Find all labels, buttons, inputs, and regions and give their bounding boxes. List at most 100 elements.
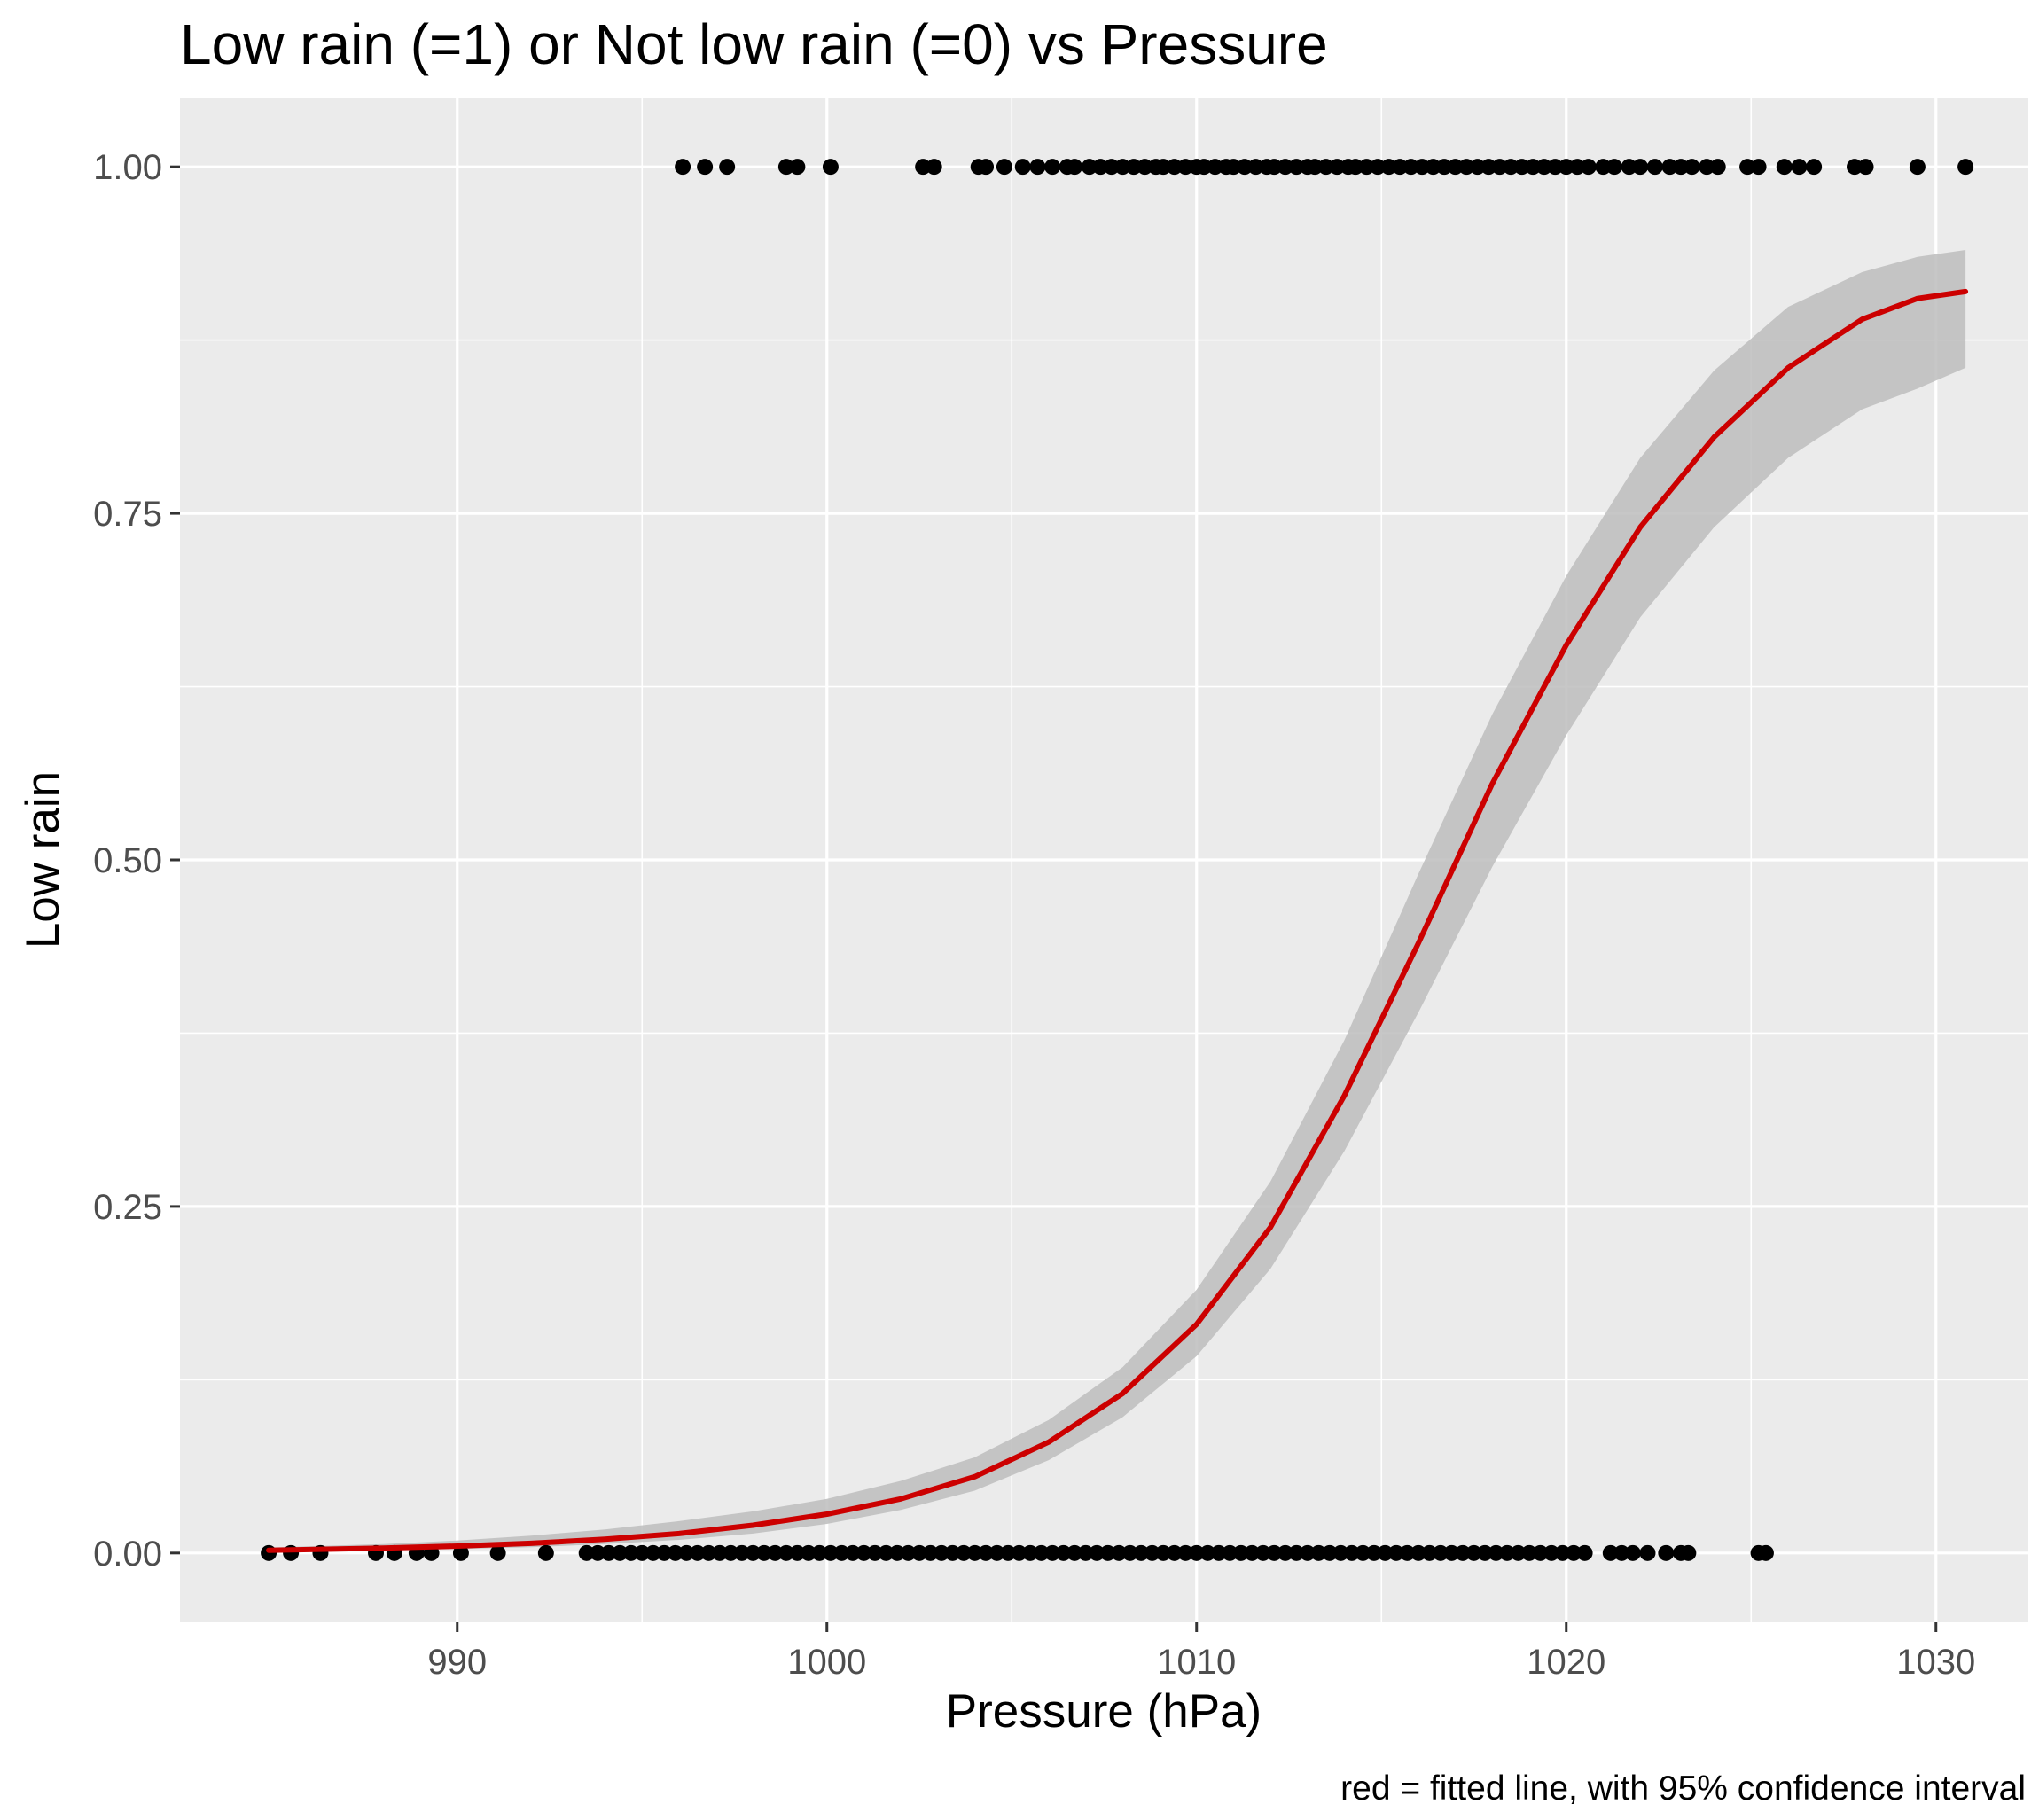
data-point-y0 [1232, 1544, 1249, 1561]
data-point-y1 [1014, 159, 1031, 176]
data-point-y0 [1254, 1544, 1271, 1561]
data-point-y1 [1847, 159, 1863, 176]
data-point-y0 [667, 1544, 684, 1561]
data-point-y1 [1957, 159, 1974, 176]
x-tick-label: 1010 [1157, 1643, 1236, 1682]
x-tick-label: 1020 [1527, 1643, 1605, 1682]
data-point-y0 [900, 1544, 917, 1561]
y-tick-label: 0.00 [93, 1535, 162, 1574]
data-point-y1 [1392, 159, 1409, 176]
data-point-y0 [934, 1544, 950, 1561]
data-point-y0 [1510, 1544, 1527, 1561]
axis-ticks [170, 165, 1938, 1632]
data-point-y0 [1077, 1544, 1094, 1561]
data-point-y1 [1857, 159, 1874, 176]
data-point-y0 [1554, 1544, 1571, 1561]
data-point-y1 [1044, 159, 1061, 176]
data-point-y0 [1343, 1544, 1360, 1561]
data-point-y0 [1421, 1544, 1438, 1561]
y-tick-label: 0.75 [93, 495, 162, 534]
data-point-y1 [1425, 159, 1441, 176]
data-point-y0 [1011, 1544, 1027, 1561]
data-point-y0 [590, 1544, 606, 1561]
data-point-y1 [1081, 159, 1098, 176]
data-point-y1 [697, 159, 714, 176]
data-point-y1 [1225, 159, 1242, 176]
y-tick-label: 0.25 [93, 1188, 162, 1227]
data-point-y0 [789, 1544, 806, 1561]
data-point-y0 [1321, 1544, 1338, 1561]
x-tick-label: 1000 [787, 1643, 866, 1682]
fit-line-layer [266, 288, 1969, 1553]
data-point-y0 [537, 1544, 554, 1561]
data-point-y0 [833, 1544, 850, 1561]
data-point-y1 [1307, 159, 1324, 176]
data-point-y1 [1370, 159, 1387, 176]
data-point-y0 [733, 1544, 750, 1561]
data-point-y0 [1443, 1544, 1460, 1561]
data-point-y0 [1166, 1544, 1183, 1561]
data-point-y1 [1806, 159, 1823, 176]
data-point-y1 [926, 159, 942, 176]
data-point-y1 [822, 159, 839, 176]
data-point-y0 [1639, 1544, 1656, 1561]
data-point-y0 [1089, 1544, 1105, 1561]
data-point-y0 [1144, 1544, 1160, 1561]
data-point-y0 [1543, 1544, 1560, 1561]
data-point-y1 [978, 159, 995, 176]
data-point-y1 [1196, 159, 1213, 176]
data-point-y0 [1532, 1544, 1549, 1561]
data-point-y0 [1022, 1544, 1039, 1561]
data-point-y1 [1114, 159, 1131, 176]
data-point-y1 [1329, 159, 1346, 176]
data-point-y0 [1155, 1544, 1172, 1561]
data-point-y0 [878, 1544, 895, 1561]
data-point-y0 [1055, 1544, 1072, 1561]
data-point-y1 [1177, 159, 1194, 176]
data-point-y1 [1236, 159, 1253, 176]
data-point-y1 [789, 159, 806, 176]
data-point-y1 [1558, 159, 1574, 176]
data-point-y0 [911, 1544, 927, 1561]
data-point-y0 [1377, 1544, 1394, 1561]
x-tick-label: 990 [427, 1643, 487, 1682]
data-point-y0 [645, 1544, 661, 1561]
data-point-y0 [755, 1544, 772, 1561]
data-point-y1 [1580, 159, 1597, 176]
data-point-y1 [1092, 159, 1109, 176]
data-point-y1 [1605, 159, 1622, 176]
data-point-y0 [822, 1544, 839, 1561]
fit-line [266, 288, 1969, 1553]
data-point-y1 [1207, 159, 1223, 176]
data-point-y0 [1244, 1544, 1261, 1561]
data-point-y1 [1621, 159, 1637, 176]
data-point-y0 [1454, 1544, 1471, 1561]
data-point-y0 [956, 1544, 973, 1561]
data-point-y1 [1750, 159, 1767, 176]
data-point-y0 [944, 1544, 961, 1561]
data-point-y0 [1624, 1544, 1641, 1561]
data-point-y0 [634, 1544, 651, 1561]
data-point-y0 [678, 1544, 695, 1561]
data-point-y0 [1044, 1544, 1061, 1561]
data-point-y0 [777, 1544, 794, 1561]
data-point-y0 [922, 1544, 939, 1561]
data-point-y1 [1277, 159, 1293, 176]
data-point-y1 [1699, 159, 1715, 176]
data-point-y0 [723, 1544, 739, 1561]
data-point-y0 [1111, 1544, 1128, 1561]
data-point-y1 [1513, 159, 1530, 176]
data-point-y0 [1288, 1544, 1305, 1561]
data-point-y0 [1602, 1544, 1619, 1561]
data-point-y0 [1332, 1544, 1349, 1561]
data-point-y0 [700, 1544, 717, 1561]
data-point-y1 [915, 159, 932, 176]
data-point-y1 [1414, 159, 1431, 176]
data-point-y1 [1739, 159, 1756, 176]
data-point-y0 [622, 1544, 639, 1561]
data-point-y0 [1477, 1544, 1494, 1561]
data-point-y1 [1547, 159, 1564, 176]
data-point-y0 [1757, 1544, 1774, 1561]
data-point-y1 [1491, 159, 1508, 176]
